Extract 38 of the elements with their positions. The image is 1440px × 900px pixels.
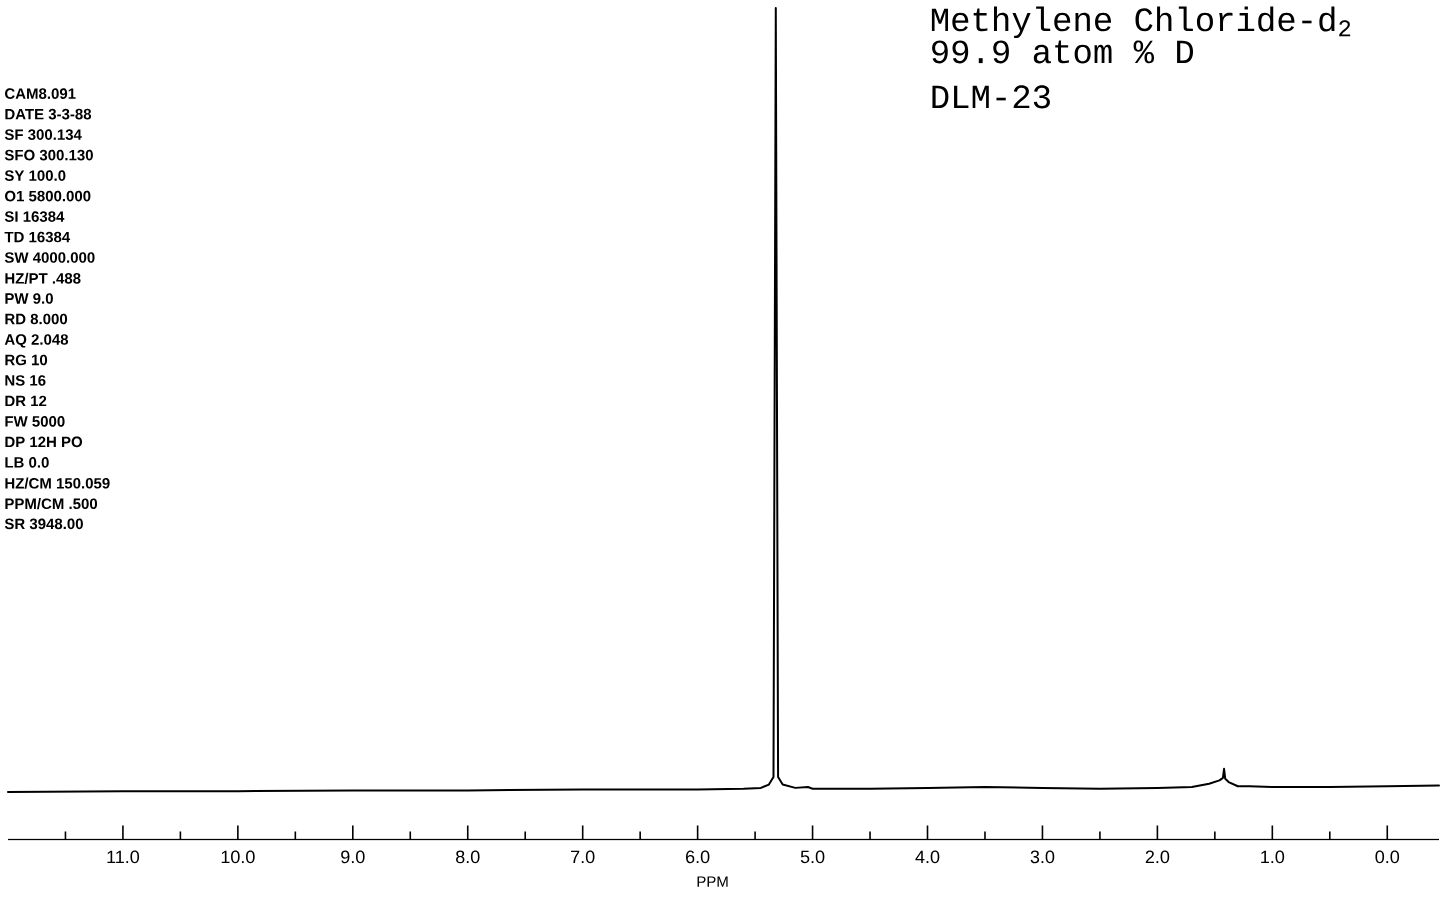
x-tick-label: 7.0 [571, 850, 595, 864]
annotation: DR 12 [5, 395, 47, 406]
x-tick-label: 11.0 [107, 850, 140, 864]
annotation: RG 10 [5, 354, 48, 366]
annotation: PW 9.0 [5, 293, 53, 304]
x-tick-label: 9.0 [341, 850, 365, 864]
x-tick-label: 3.0 [1030, 850, 1055, 864]
annotation: SF 300.134 [4, 129, 82, 140]
x-axis-title: PPM [697, 876, 728, 887]
x-tick-label: 8.0 [456, 850, 480, 864]
annotation: 99.9 atom % D [932, 40, 1194, 64]
x-tick-label: 2.0 [1145, 850, 1170, 864]
annotation: DLM-23 [932, 85, 1050, 109]
annotation: AQ 2.048 [4, 333, 69, 348]
x-tick-label: 5.0 [800, 850, 825, 864]
annotation: DP 12H PO [5, 436, 83, 448]
annotation: CAM8.091 [5, 88, 76, 99]
annotation: HZ/CM 150.059 [5, 477, 110, 489]
annotation: DATE 3-3-88 [5, 108, 92, 120]
annotation: RD 8.000 [5, 313, 68, 325]
annotation: LB 0.0 [5, 456, 49, 468]
x-tick-label: 4.0 [915, 850, 940, 864]
annotation: SI 16384 [4, 211, 65, 222]
annotation: SW 4000.000 [4, 252, 95, 263]
annotation: SFO 300.130 [4, 149, 93, 161]
annotation: TD 16384 [4, 231, 71, 243]
annotation: FW 5000 [5, 415, 65, 427]
annotation: SY 100.0 [4, 170, 66, 181]
annotation: O1 5800.000 [5, 190, 91, 202]
annotation: HZ/PT .488 [5, 272, 81, 284]
annotation: PPM/CM .500 [5, 497, 98, 510]
x-tick-label: 10.0 [221, 850, 255, 864]
x-tick-label: 6.0 [686, 850, 710, 864]
x-tick-label: 0.0 [1375, 850, 1400, 864]
annotation: NS 16 [5, 374, 46, 386]
chart-title: Methylene Chloride-d$_{2}$ [931, 6, 1351, 38]
annotation: SR 3948.00 [4, 518, 83, 529]
x-tick-label: 1.0 [1261, 850, 1285, 864]
